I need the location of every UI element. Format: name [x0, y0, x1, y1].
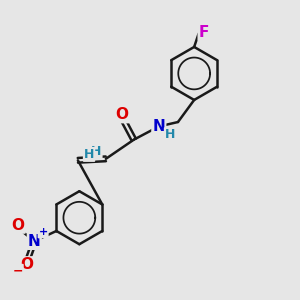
Text: H: H: [91, 145, 102, 158]
Text: F: F: [199, 25, 209, 40]
Text: O: O: [20, 257, 33, 272]
Text: O: O: [12, 218, 25, 232]
Text: +: +: [38, 227, 48, 237]
Text: N: N: [28, 234, 41, 249]
Text: H: H: [84, 148, 94, 161]
Text: N: N: [152, 119, 165, 134]
Text: O: O: [116, 107, 128, 122]
Text: H: H: [165, 128, 175, 141]
Text: −: −: [12, 265, 23, 278]
